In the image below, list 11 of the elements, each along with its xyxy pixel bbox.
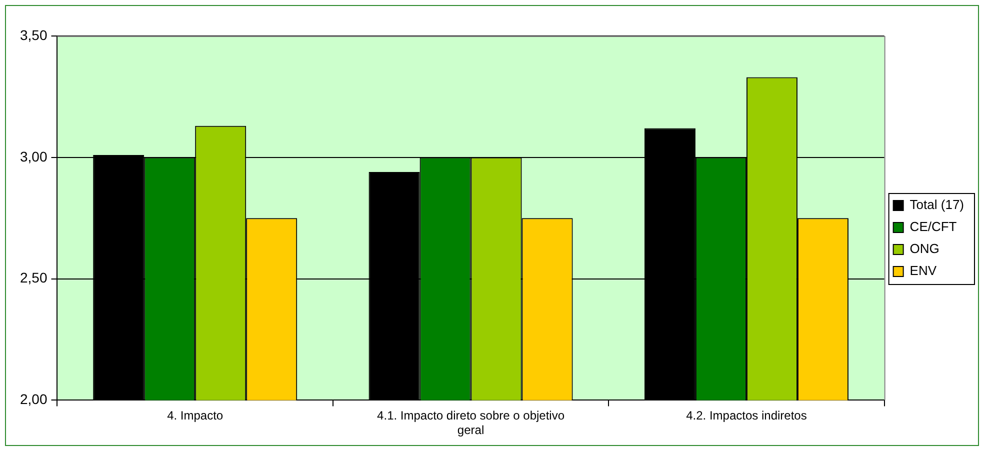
legend-label: ONG bbox=[910, 241, 940, 256]
legend-label: CE/CFT bbox=[910, 219, 957, 234]
legend-label: ENV bbox=[910, 263, 937, 278]
x-tick-label: 4. Impacto bbox=[167, 408, 224, 423]
y-tick-label: 3,50 bbox=[20, 26, 48, 43]
x-tick-label: 4.2. Impactos indiretos bbox=[686, 408, 807, 423]
y-tick-label: 3,00 bbox=[20, 148, 48, 164]
x-tick-label: 4.1. Impacto direto sobre o objetivo geral bbox=[377, 408, 565, 438]
y-tick-label: 2,00 bbox=[20, 391, 48, 408]
y-tick-label: 2,50 bbox=[20, 270, 48, 286]
legend-label: Total (17) bbox=[910, 197, 964, 212]
